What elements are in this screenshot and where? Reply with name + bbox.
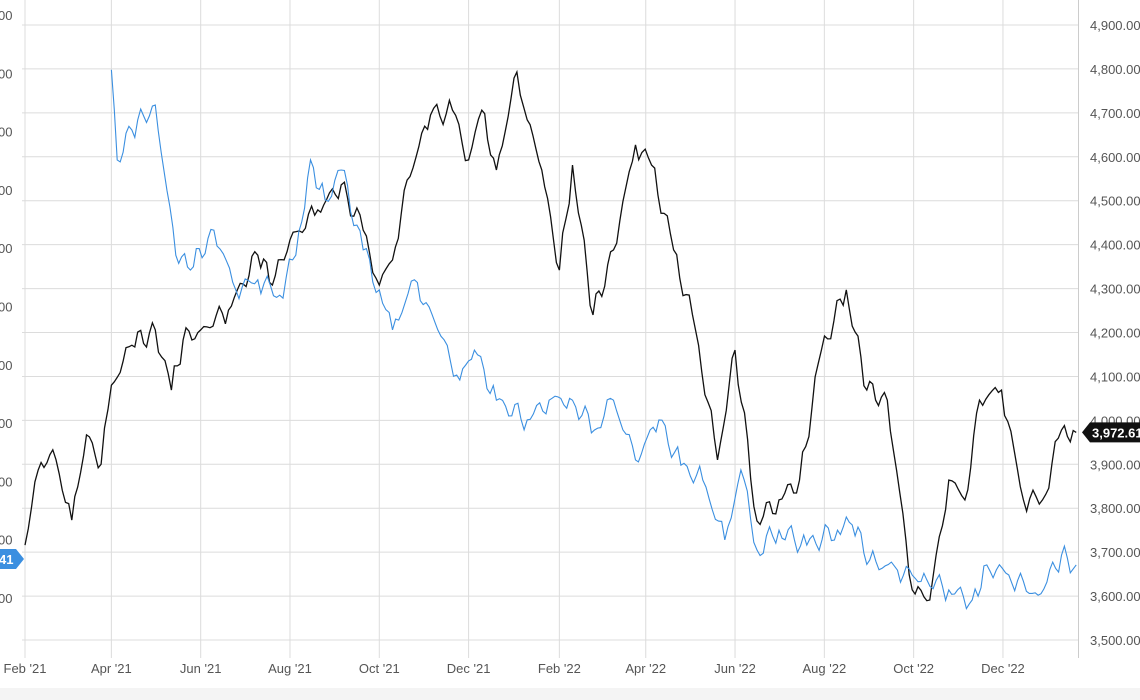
- right-tick-label: 3,700.00: [1090, 545, 1140, 560]
- series-line: [110, 69, 1077, 610]
- right-tick-label: 4,100.00: [1090, 369, 1140, 384]
- left-tick-label: 00: [0, 66, 12, 81]
- right-tick-label: 4,900.00: [1090, 18, 1140, 33]
- grid: [22, 0, 1079, 658]
- left-tick-label: 00: [0, 416, 12, 431]
- right-tick-label: 3,600.00: [1090, 589, 1140, 604]
- x-axis: Feb '21 Apr '21 Jun '21 Aug '21 Oct '21 Dec '…: [4, 661, 1025, 676]
- right-tick-label: 4,800.00: [1090, 62, 1140, 77]
- left-tick-label: 00: [0, 183, 12, 198]
- left-tick-label: 00: [0, 300, 12, 315]
- x-tick-label: Jun '22: [714, 661, 756, 676]
- x-tick-label: Aug '21: [268, 661, 312, 676]
- x-tick-label: Feb '21: [4, 661, 47, 676]
- x-tick-label: Apr '22: [625, 661, 666, 676]
- x-tick-label: Apr '21: [91, 661, 132, 676]
- right-tick-label: 3,900.00: [1090, 457, 1140, 472]
- right-tick-label: 4,500.00: [1090, 194, 1140, 209]
- x-tick-label: Dec '21: [447, 661, 491, 676]
- left-axis: 00 00 00 00 00 00 00 00 00 00 00: [0, 8, 12, 606]
- last-value-marker: [1082, 422, 1140, 443]
- series-lines: [24, 69, 1077, 610]
- series-line: [24, 69, 1077, 602]
- right-axis-line: [1078, 0, 1079, 658]
- left-tick-label: 00: [0, 474, 12, 489]
- right-tick-label: 4,300.00: [1090, 282, 1140, 297]
- left-tick-label: 00: [0, 358, 12, 373]
- left-tick-label: 00: [0, 241, 12, 256]
- x-tick-label: Oct '21: [359, 661, 400, 676]
- right-tick-label: 4,400.00: [1090, 238, 1140, 253]
- x-tick-label: Aug '22: [803, 661, 847, 676]
- left-value-marker: [0, 549, 24, 569]
- right-tick-label: 4,700.00: [1090, 106, 1140, 121]
- x-tick-label: Oct '22: [893, 661, 934, 676]
- right-tick-label: 4,600.00: [1090, 150, 1140, 165]
- right-tick-label: 3,800.00: [1090, 501, 1140, 516]
- x-tick-label: Feb '22: [538, 661, 581, 676]
- right-tick-label: 4,200.00: [1090, 326, 1140, 341]
- left-tick-label: 00: [0, 591, 12, 606]
- last-value-label: 3,972.61: [1092, 425, 1140, 440]
- x-tick-label: Jun '21: [180, 661, 222, 676]
- left-tick-label: 00: [0, 8, 12, 23]
- left-value-label: 41: [0, 552, 13, 567]
- right-axis: 4,900.00 4,800.00 4,700.00 4,600.00 4,500.00…: [1090, 18, 1140, 648]
- x-tick-label: Dec '22: [981, 661, 1025, 676]
- right-tick-label: 3,500.00: [1090, 633, 1140, 648]
- scrollbar-track[interactable]: [0, 688, 1140, 700]
- value-markers: 3,972.61 41: [0, 422, 1140, 569]
- left-tick-label: 00: [0, 125, 12, 140]
- left-tick-label: 00: [0, 533, 12, 548]
